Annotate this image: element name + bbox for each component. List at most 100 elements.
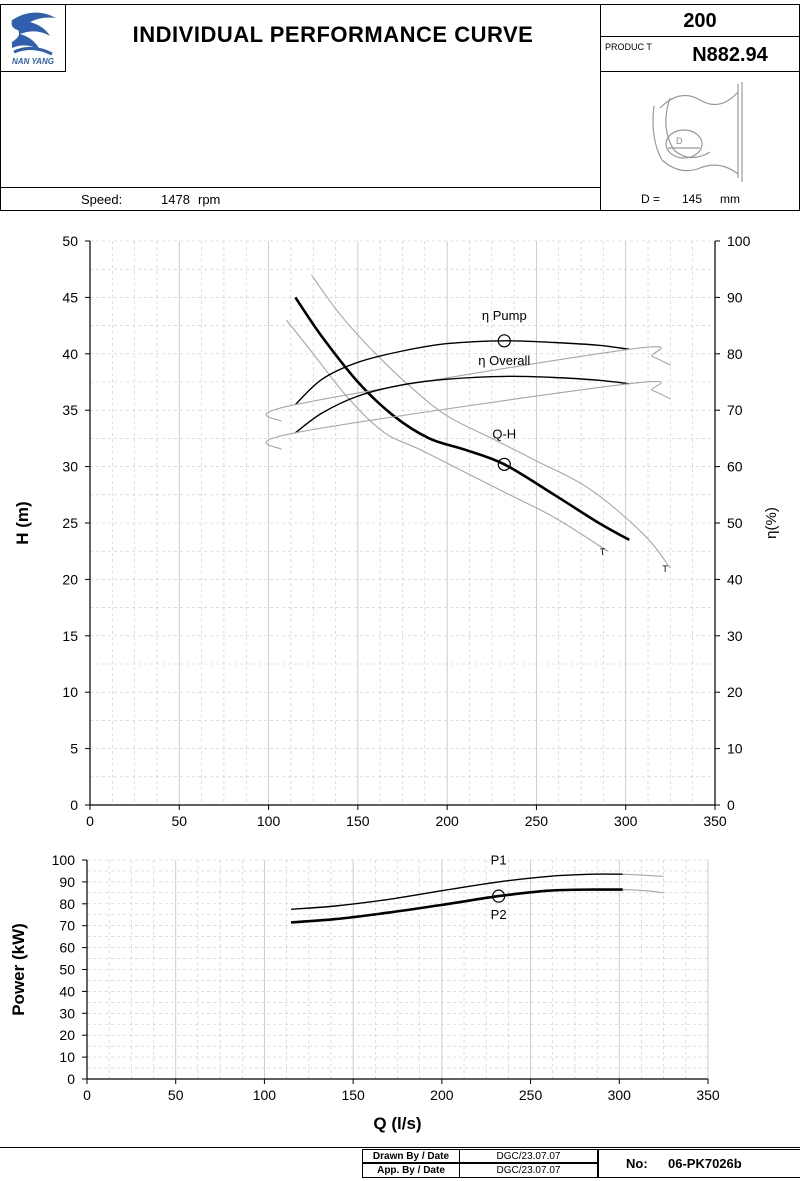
impeller-drawing: D (640, 78, 760, 188)
series-end-label: T (600, 547, 606, 557)
curve-annotation: η Overall (478, 353, 530, 368)
page-title: INDIVIDUAL PERFORMANCE CURVE (132, 22, 534, 47)
logo-icon (11, 12, 57, 56)
x-tick-label: 250 (519, 1087, 543, 1103)
impeller-icon (652, 82, 743, 182)
curve-annotation: P1 (491, 852, 507, 867)
y2-tick-label: 80 (727, 346, 743, 362)
y-tick-label: 80 (59, 896, 75, 912)
y-tick-label: 60 (59, 940, 75, 956)
x-tick-label: 350 (696, 1087, 720, 1103)
y-tick-label: 50 (59, 962, 75, 978)
y-tick-label: 90 (59, 874, 75, 890)
doc-number-label: No: (626, 1156, 648, 1171)
series-line (294, 375, 630, 434)
curve-annotation: Q-H (492, 426, 516, 441)
footer-frame (0, 1147, 800, 1181)
series-line (310, 274, 671, 569)
divider-line (600, 36, 800, 37)
performance-chart: 0 50 100 150 200 250 300 3500510152025303540455… (9, 233, 780, 1133)
x-tick-label: 150 (341, 1087, 365, 1103)
logo-text: NAN YANG (12, 57, 54, 66)
drawn-by-value: DGC/23.07.07 (459, 1149, 598, 1163)
series-line (294, 296, 630, 542)
x-tick-label: 100 (253, 1087, 277, 1103)
x-tick-label: 0 (86, 813, 94, 829)
y-tick-label: 50 (62, 233, 78, 249)
speed-label: Speed: (81, 192, 123, 207)
diameter-label: D = (641, 192, 661, 206)
diameter-value: 145 (682, 192, 703, 206)
y-tick-label: 30 (59, 1005, 75, 1021)
x-tick-label: 100 (257, 813, 281, 829)
curve-annotation: η Pump (482, 308, 527, 323)
series-line (265, 380, 671, 451)
series-line (290, 873, 623, 910)
x-tick-label: 300 (608, 1087, 632, 1103)
y2-tick-label: 70 (727, 402, 743, 418)
y-tick-label: 40 (59, 983, 75, 999)
y-tick-label: 10 (59, 1049, 75, 1065)
logo (4, 8, 62, 70)
y-tick-label: 70 (59, 918, 75, 934)
y2-tick-label: 30 (727, 628, 743, 644)
series-line (290, 888, 623, 924)
approved-by-value: DGC/23.07.07 (459, 1163, 598, 1178)
y-tick-label: 100 (52, 852, 76, 868)
approved-by-label: App. By / Date (362, 1163, 460, 1178)
y-tick-label: 0 (70, 797, 78, 813)
x-tick-label: 300 (614, 813, 638, 829)
y-tick-label: 10 (62, 684, 78, 700)
series-line (622, 889, 664, 894)
x-tick-label: 350 (703, 813, 727, 829)
y2-tick-label: 50 (727, 515, 743, 531)
speed-value: 1478 (161, 192, 190, 207)
x-tick-label: 250 (525, 813, 549, 829)
data-point-marker (492, 889, 506, 903)
x-tick-label: 200 (435, 813, 459, 829)
y2-tick-label: 10 (727, 741, 743, 757)
y-tick-label: 25 (62, 515, 78, 531)
x-tick-label: 150 (346, 813, 370, 829)
y2-tick-label: 90 (727, 289, 743, 305)
data-point-marker (497, 457, 511, 471)
y2-tick-label: 100 (727, 233, 751, 249)
data-point-marker (497, 334, 511, 348)
doc-number-cell (598, 1149, 800, 1178)
y-axis-label: Power (kW) (9, 923, 28, 1016)
y2-axis-label: η(%) (763, 507, 780, 539)
y-tick-label: 35 (62, 402, 78, 418)
series-line (294, 340, 630, 406)
y-tick-label: 20 (62, 571, 78, 587)
impeller-label: D (676, 136, 683, 146)
x-tick-label: 0 (83, 1087, 91, 1103)
curve-annotation: P2 (491, 907, 507, 922)
y-tick-label: 30 (62, 459, 78, 475)
speed-divider (0, 187, 600, 188)
x-axis-label: Q (l/s) (373, 1114, 421, 1133)
y-tick-label: 15 (62, 628, 78, 644)
drawn-by-label: Drawn By / Date (362, 1149, 460, 1163)
diameter-unit: mm (720, 192, 740, 206)
product-code: N882.94 (692, 44, 768, 66)
y-tick-label: 45 (62, 289, 78, 305)
y-tick-label: 5 (70, 741, 78, 757)
x-tick-label: 200 (430, 1087, 454, 1103)
logo-cell (0, 4, 66, 72)
y2-tick-label: 40 (727, 571, 743, 587)
y-tick-label: 20 (59, 1027, 75, 1043)
y2-tick-label: 20 (727, 684, 743, 700)
series-end-label: T (662, 564, 668, 574)
series-line (285, 319, 609, 552)
y-tick-label: 40 (62, 346, 78, 362)
doc-number-value: 06-PK7026b (668, 1156, 742, 1171)
y2-tick-label: 0 (727, 797, 735, 813)
y-axis-label: H (m) (13, 501, 32, 544)
y2-tick-label: 60 (727, 459, 743, 475)
product-label: PRODUC T (605, 42, 652, 52)
series-line (265, 346, 671, 423)
y-tick-label: 0 (67, 1071, 75, 1087)
series-line (622, 873, 664, 877)
speed-unit: rpm (198, 192, 221, 207)
x-tick-label: 50 (171, 813, 187, 829)
